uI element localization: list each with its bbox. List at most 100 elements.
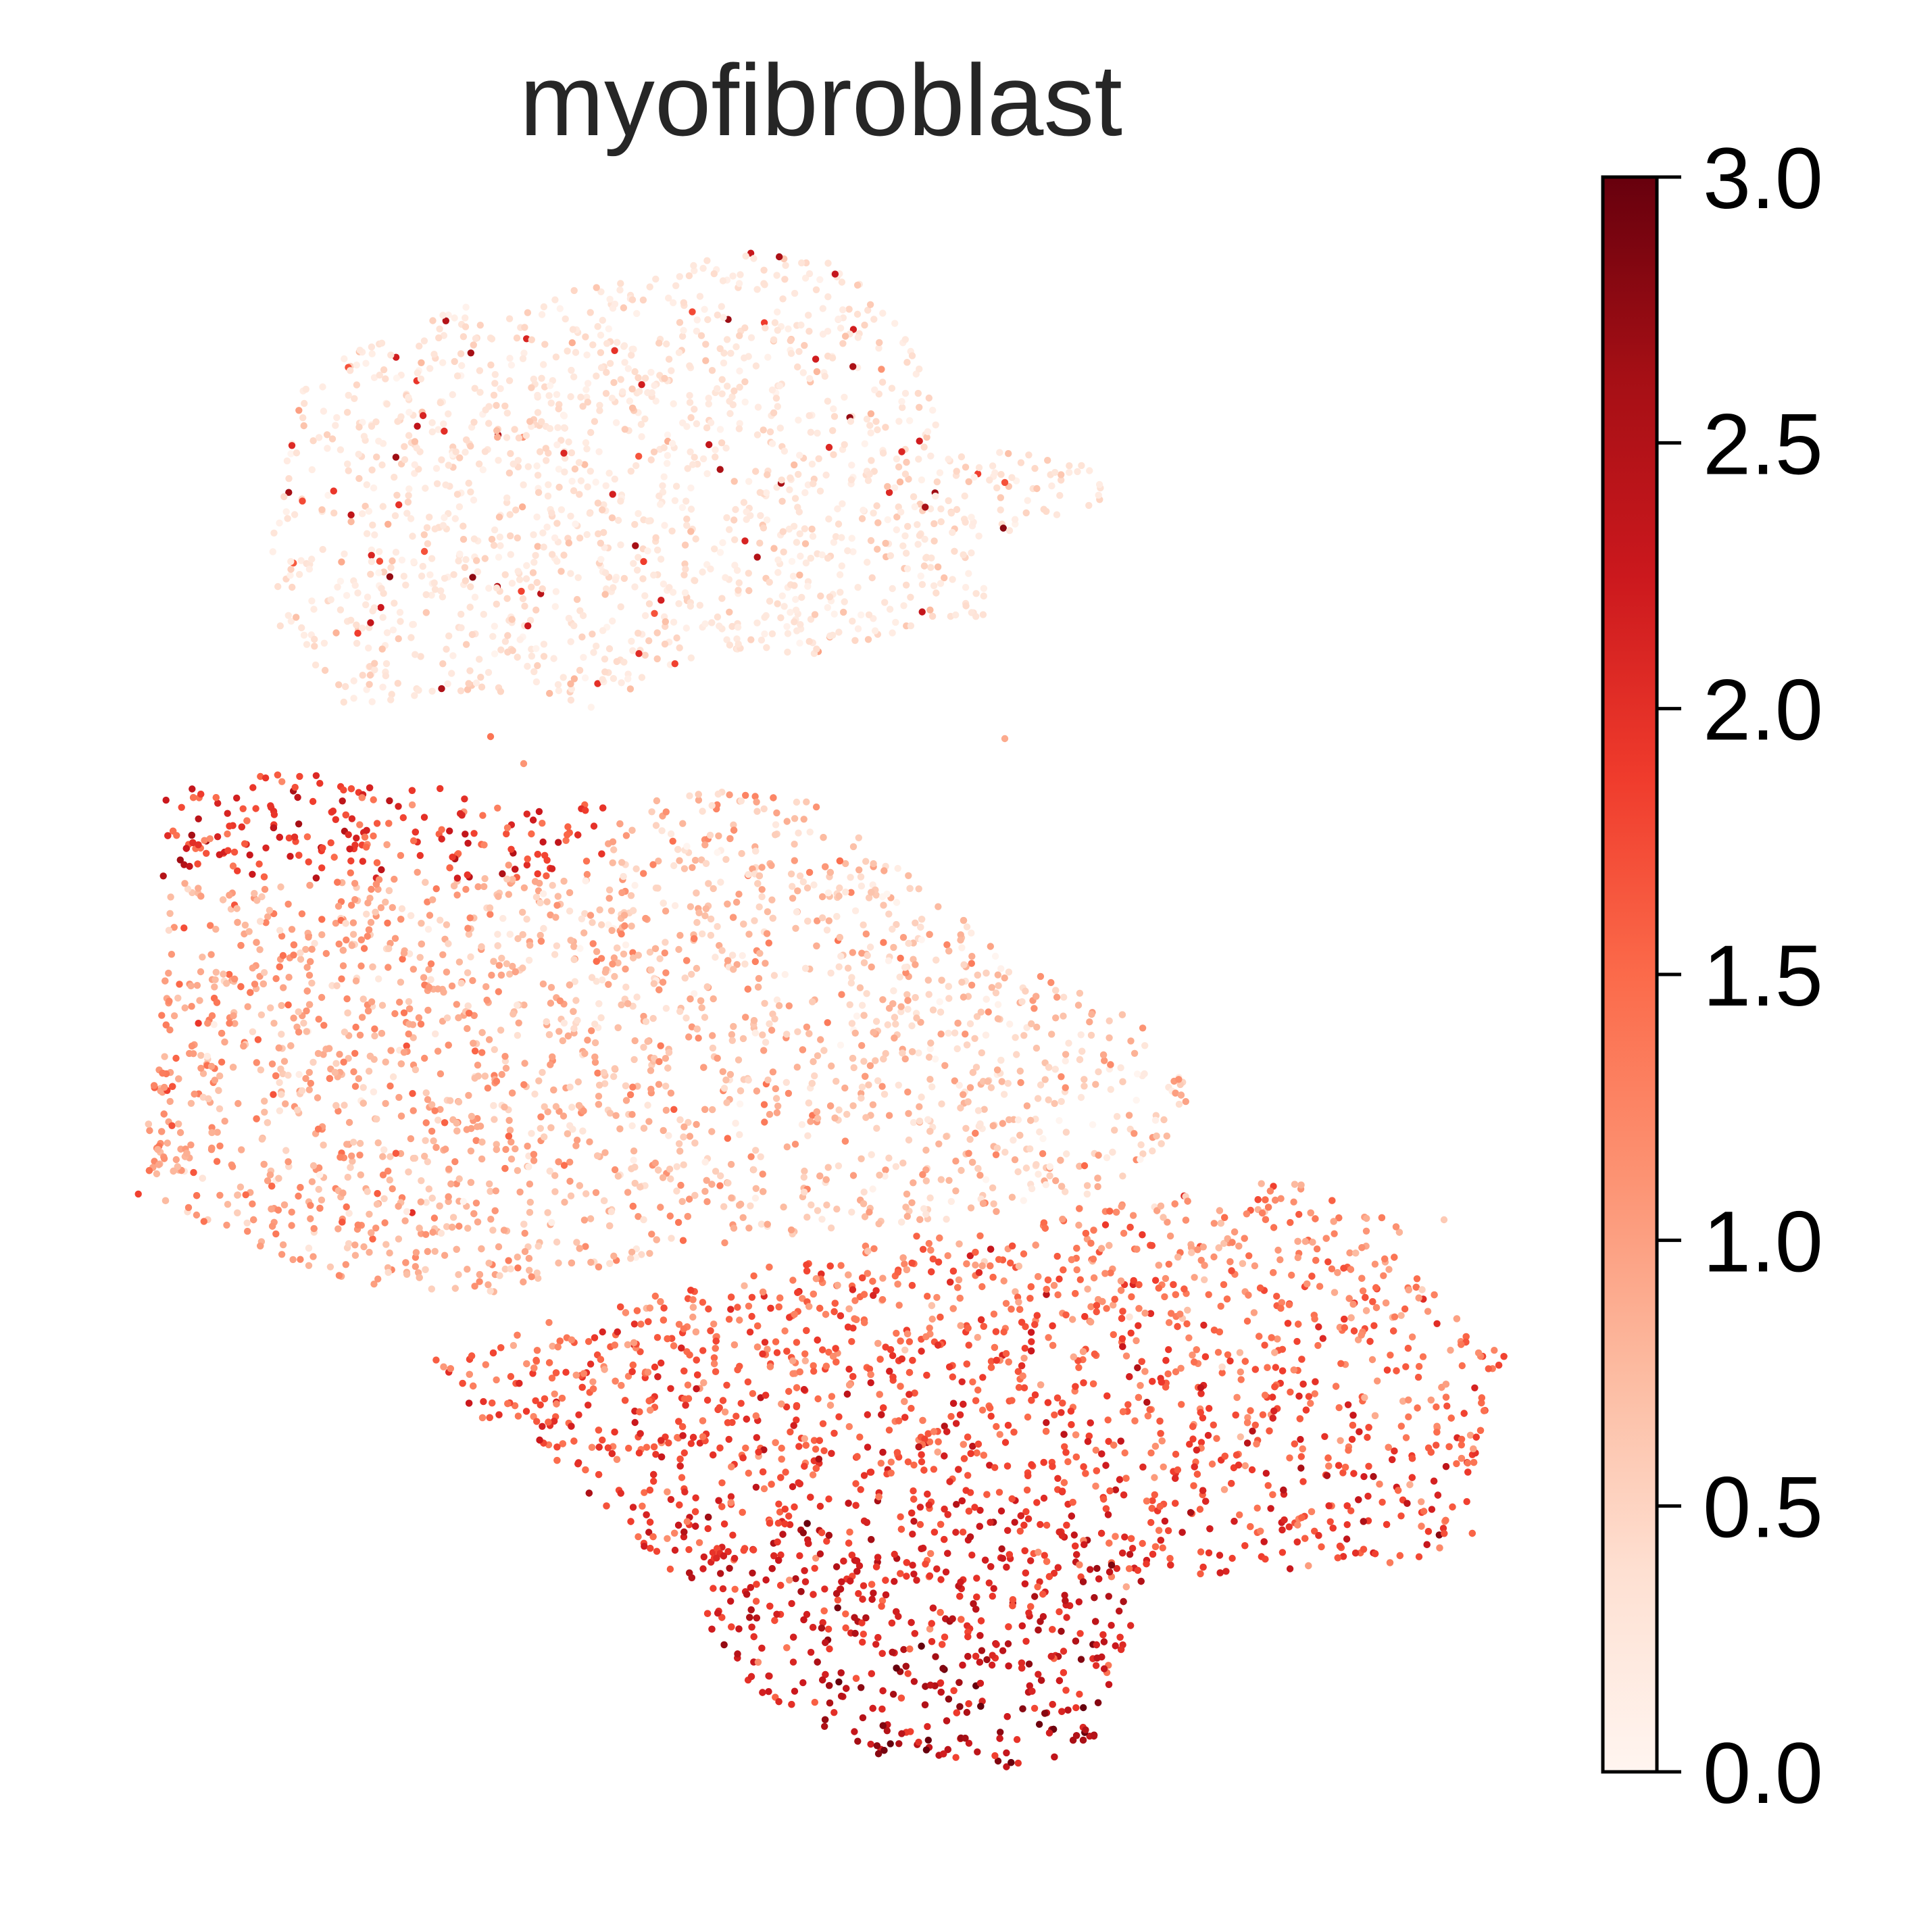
cell-point xyxy=(787,337,795,345)
cell-point xyxy=(848,1208,855,1216)
cell-point xyxy=(814,1114,822,1122)
cell-point xyxy=(524,463,532,470)
cell-point xyxy=(314,1125,322,1133)
cell-point xyxy=(925,394,933,402)
cell-point xyxy=(937,518,945,526)
cell-point xyxy=(1089,1121,1097,1129)
cell-point xyxy=(814,1207,822,1214)
cell-point xyxy=(278,933,286,940)
cell-point xyxy=(494,942,501,949)
cell-point xyxy=(566,908,574,915)
cell-point xyxy=(744,985,752,993)
cell-point xyxy=(610,846,618,853)
cell-point xyxy=(426,365,434,372)
cell-point xyxy=(224,847,232,854)
cell-point xyxy=(628,385,636,393)
cell-point xyxy=(544,492,552,500)
chart-title: myofibroblast xyxy=(520,43,1122,157)
cell-point xyxy=(781,276,789,283)
cell-point xyxy=(712,446,719,453)
cell-point xyxy=(257,1066,265,1074)
cell-point xyxy=(195,885,202,892)
cell-point xyxy=(824,889,833,897)
cell-point xyxy=(1005,450,1012,457)
cell-point xyxy=(856,984,864,991)
cell-point xyxy=(351,1083,359,1090)
cell-point xyxy=(343,409,351,416)
cell-point xyxy=(453,372,462,380)
cell-point xyxy=(1027,1116,1035,1124)
cell-point xyxy=(809,998,816,1006)
cell-point xyxy=(574,1016,581,1024)
cell-point xyxy=(471,593,479,601)
cell-point xyxy=(524,855,531,863)
cell-point xyxy=(879,309,887,317)
cell-point xyxy=(570,287,578,295)
cell-point xyxy=(608,514,616,522)
cell-point xyxy=(722,1076,730,1084)
cell-point xyxy=(753,619,761,626)
cell-point xyxy=(309,1253,317,1260)
cell-point xyxy=(169,827,177,835)
cell-point xyxy=(249,1028,257,1036)
cell-point xyxy=(638,1251,645,1258)
cell-point xyxy=(455,1014,462,1022)
cell-point xyxy=(722,856,730,864)
cell-point xyxy=(792,606,800,614)
cell-point xyxy=(324,491,332,499)
cell-point xyxy=(1095,491,1102,499)
cell-point xyxy=(373,820,381,827)
cell-point xyxy=(693,918,701,926)
cell-point xyxy=(478,683,486,691)
cell-point xyxy=(701,1106,709,1114)
cell-point xyxy=(994,1001,1002,1008)
cell-point xyxy=(581,674,589,682)
cell-point xyxy=(372,1224,380,1232)
cell-point xyxy=(808,1201,815,1209)
cell-point xyxy=(212,925,220,933)
cell-point xyxy=(1025,451,1033,459)
cell-point xyxy=(487,1287,494,1295)
cell-point xyxy=(716,466,724,473)
cell-point xyxy=(270,1091,277,1098)
cell-point xyxy=(290,941,298,949)
cell-point xyxy=(345,467,352,474)
cell-point xyxy=(678,503,687,512)
cell-point xyxy=(278,1251,286,1258)
cell-point xyxy=(602,390,610,397)
cell-point xyxy=(369,963,376,971)
cell-point xyxy=(651,382,658,389)
cell-point xyxy=(490,391,498,399)
cell-point xyxy=(649,861,657,868)
cell-point xyxy=(716,426,724,433)
cell-point xyxy=(582,807,589,814)
cell-point xyxy=(532,606,540,614)
cell-point xyxy=(543,523,551,531)
cell-point xyxy=(606,1222,614,1230)
cell-point xyxy=(424,1006,432,1014)
cell-point xyxy=(358,624,366,632)
cell-point xyxy=(840,608,847,616)
cell-point xyxy=(883,890,891,898)
cell-point xyxy=(772,821,780,828)
cell-point xyxy=(601,1080,609,1087)
cell-point xyxy=(345,1240,353,1247)
cell-point xyxy=(1033,1023,1041,1031)
cell-point xyxy=(806,828,814,836)
cell-point xyxy=(511,426,518,433)
cell-point xyxy=(757,1153,764,1161)
cell-point xyxy=(747,1153,755,1160)
cell-point xyxy=(448,982,456,990)
cell-point xyxy=(583,351,591,359)
cell-point xyxy=(318,506,326,514)
cell-point xyxy=(782,262,789,269)
cell-point xyxy=(849,1172,858,1179)
cell-point xyxy=(402,1259,409,1266)
cell-point xyxy=(739,951,746,960)
cell-point xyxy=(187,982,195,990)
cell-point xyxy=(542,445,549,452)
cell-point xyxy=(566,889,574,897)
cell-point xyxy=(327,596,334,603)
cell-point xyxy=(836,934,844,941)
cell-point xyxy=(356,1139,364,1147)
